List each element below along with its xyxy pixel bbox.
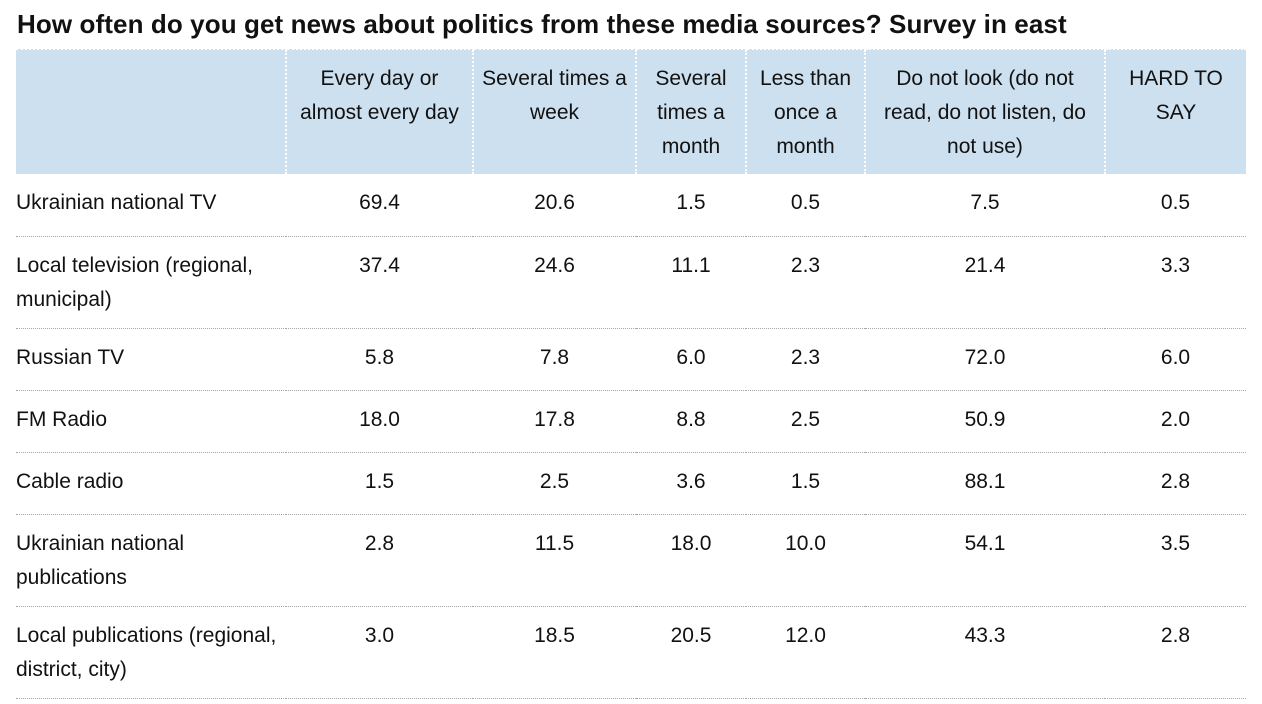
data-cell: 20.5 — [636, 606, 746, 699]
data-cell: 7.5 — [865, 174, 1105, 237]
data-cell: 20.6 — [473, 174, 636, 237]
data-cell: 17.8 — [473, 390, 636, 453]
data-cell: 6.0 — [1105, 328, 1246, 391]
column-header-several-times-week: Several times a week — [472, 48, 636, 174]
data-cell: 2.5 — [473, 452, 636, 515]
data-cell: 2.5 — [746, 390, 865, 453]
data-cell: 12.0 — [746, 606, 865, 699]
data-cell: 88.1 — [865, 452, 1105, 515]
data-cell: 50.9 — [865, 390, 1105, 453]
data-cell: 10.0 — [746, 514, 865, 607]
data-cell: 8.8 — [636, 390, 746, 453]
column-header-less-than-once-month: Less than once a month — [745, 48, 865, 174]
data-cell: 2.3 — [746, 328, 865, 391]
chart-title: How often do you get news about politics… — [17, 9, 1067, 39]
row-label: FM Radio — [16, 390, 286, 453]
data-cell: 11.1 — [636, 236, 746, 329]
data-cell: 5.8 — [286, 328, 473, 391]
data-cell: 2.3 — [746, 236, 865, 329]
data-cell: 21.4 — [865, 236, 1105, 329]
row-label: Local television (regional, municipal) — [16, 236, 286, 329]
row-label: Ukrainian national publications — [16, 514, 286, 607]
data-cell: 1.5 — [286, 452, 473, 515]
data-cell: 3.3 — [1105, 236, 1246, 329]
table-row: Local television (regional, municipal) 3… — [16, 236, 1246, 329]
data-cell: 18.0 — [286, 390, 473, 453]
row-label: Local publications (regional, district, … — [16, 606, 286, 699]
data-cell: 24.6 — [473, 236, 636, 329]
table-row: Ukrainian national publications 2.8 11.5… — [16, 514, 1246, 607]
data-cell: 0.5 — [746, 174, 865, 237]
column-header-do-not-look: Do not look (do not read, do not listen,… — [864, 48, 1105, 174]
row-label: Cable radio — [16, 452, 286, 515]
column-header-every-day: Every day or almost every day — [285, 48, 473, 174]
table-row: Ukrainian national TV 69.4 20.6 1.5 0.5 … — [16, 174, 1246, 237]
data-cell: 37.4 — [286, 236, 473, 329]
data-cell: 6.0 — [636, 328, 746, 391]
data-cell: 2.8 — [1105, 606, 1246, 699]
data-cell: 2.8 — [1105, 452, 1246, 515]
data-cell: 18.5 — [473, 606, 636, 699]
data-cell: 54.1 — [865, 514, 1105, 607]
data-cell: 2.8 — [286, 514, 473, 607]
data-cell: 3.5 — [1105, 514, 1246, 607]
table-row: Local publications (regional, district, … — [16, 606, 1246, 699]
data-cell: 3.6 — [636, 452, 746, 515]
data-cell: 72.0 — [865, 328, 1105, 391]
table-row: Russian TV 5.8 7.8 6.0 2.3 72.0 6.0 — [16, 328, 1246, 391]
data-cell: 2.0 — [1105, 390, 1246, 453]
data-cell: 1.5 — [746, 452, 865, 515]
data-cell: 69.4 — [286, 174, 473, 237]
data-cell: 43.3 — [865, 606, 1105, 699]
table-row: FM Radio 18.0 17.8 8.8 2.5 50.9 2.0 — [16, 390, 1246, 453]
row-label: Russian TV — [16, 328, 286, 391]
column-header-label — [16, 48, 286, 174]
data-cell: 1.5 — [636, 174, 746, 237]
table-row: Cable radio 1.5 2.5 3.6 1.5 88.1 2.8 — [16, 452, 1246, 515]
column-header-hard-to-say: HARD TO SAY — [1104, 48, 1246, 174]
header-row: Every day or almost every day Several ti… — [16, 48, 1246, 174]
data-cell: 11.5 — [473, 514, 636, 607]
data-cell: 7.8 — [473, 328, 636, 391]
data-cell: 18.0 — [636, 514, 746, 607]
data-cell: 0.5 — [1105, 174, 1246, 237]
survey-table: Every day or almost every day Several ti… — [16, 48, 1246, 699]
data-cell: 3.0 — [286, 606, 473, 699]
column-header-several-times-month: Several times a month — [635, 48, 746, 174]
row-label: Ukrainian national TV — [16, 174, 286, 237]
